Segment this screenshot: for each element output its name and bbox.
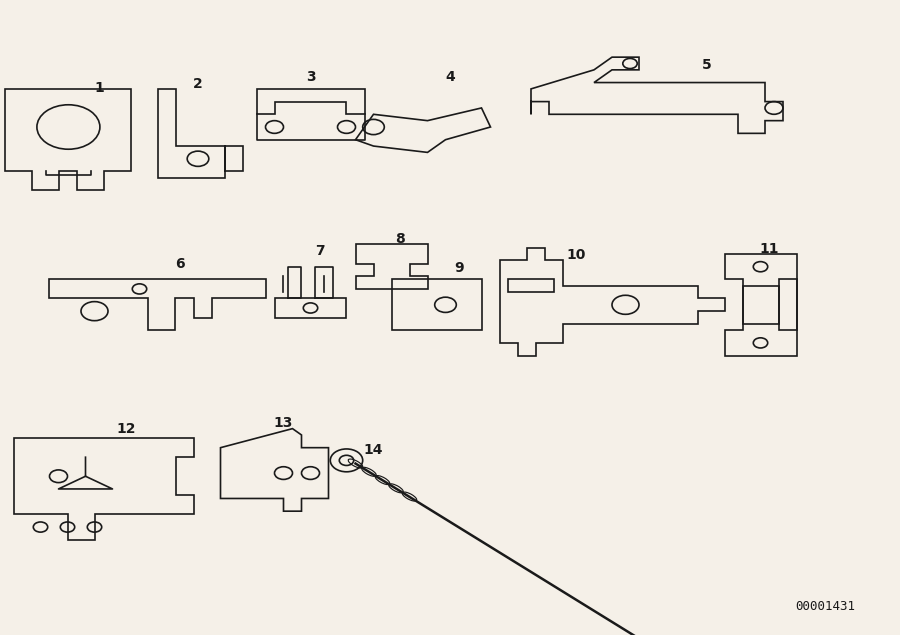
Text: 00001431: 00001431 [795,599,855,613]
Text: 12: 12 [116,422,136,436]
Text: 14: 14 [364,443,383,457]
Text: 1: 1 [94,81,104,95]
Text: 6: 6 [176,257,184,271]
Text: 13: 13 [274,416,293,430]
Text: 2: 2 [194,77,202,91]
Text: 9: 9 [454,261,464,275]
Text: 4: 4 [446,70,454,84]
Text: 5: 5 [702,58,711,72]
Text: 11: 11 [760,242,779,256]
Text: 10: 10 [566,248,586,262]
Text: 3: 3 [306,70,315,84]
Text: 8: 8 [396,232,405,246]
Text: 7: 7 [315,244,324,258]
